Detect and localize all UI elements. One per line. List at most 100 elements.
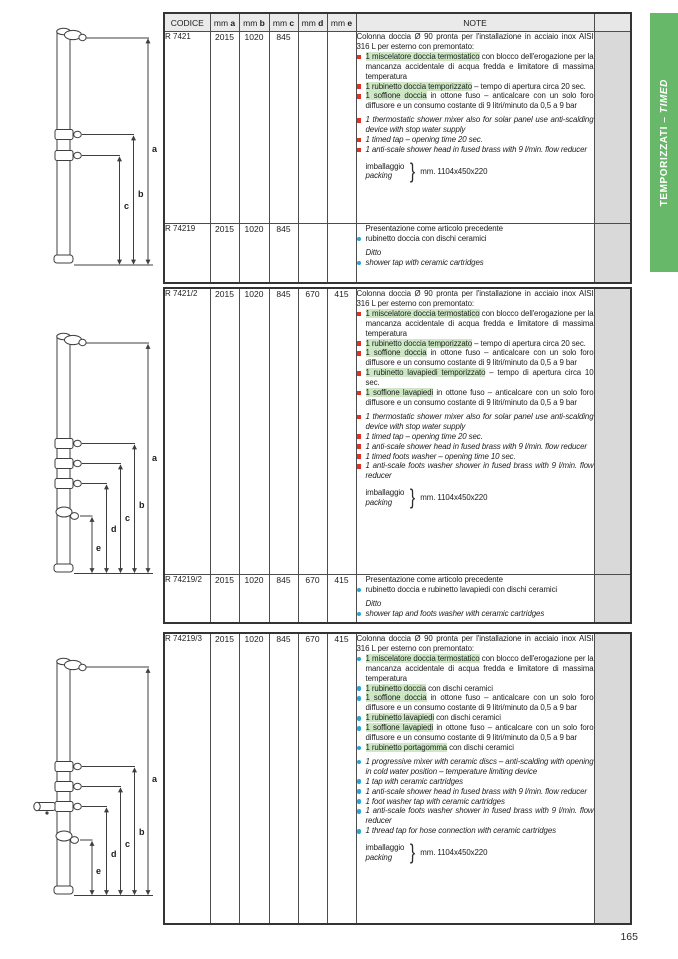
square-bullet-icon <box>357 454 362 459</box>
highlighted-text: 1 rubinetto doccia temporizzato <box>365 338 473 348</box>
table-row: R 74219/3 2015 1020 845 670 415 Colonna doccia… <box>163 632 632 925</box>
dim-label-a: a <box>152 774 158 784</box>
highlighted-text: 1 rubinetto doccia <box>365 683 426 693</box>
product-code-cell: R 74219 <box>163 223 211 284</box>
note-content: Presentazione come articolo precedente ru… <box>357 575 593 619</box>
square-bullet-icon <box>357 341 362 346</box>
square-bullet-icon <box>357 147 362 153</box>
page-number: 165 <box>620 931 638 943</box>
note-list-item: 1 progressive mixer with ceramic discs –… <box>357 757 593 777</box>
dimension-cell-a: 2015 <box>209 31 240 224</box>
note-text-line: Presentazione come articolo precedente <box>365 575 504 584</box>
table-row: R 7421 2015 1020 845 Colonna doccia Ø 90 pro… <box>163 31 632 224</box>
dimension-cell-b: 1020 <box>238 632 270 925</box>
dimension-cell-e: 415 <box>326 574 357 624</box>
dot-bullet-icon <box>357 809 362 814</box>
column-header-letter: e <box>347 17 353 28</box>
note-list-item: 1 tap with ceramic cartridges <box>357 777 593 787</box>
catalog-table: R 74219/3 2015 1020 845 670 415 Colonna doccia… <box>163 632 632 925</box>
column-header-codice: CODICE <box>163 12 211 32</box>
catalog-table: CODICE mm a mm b mm c mm d mm e NOTE R 7421 2015… <box>163 12 632 284</box>
note-text-line: Ditto <box>365 598 382 608</box>
dim-label-d: d <box>111 524 117 534</box>
note-list-item: 1 anti-scale foots washer shower in fuse… <box>357 461 593 481</box>
dim-label-d: d <box>111 849 117 859</box>
packing-label-italian: imballaggio <box>365 161 405 171</box>
column-header-mm-e: mm e <box>326 12 357 32</box>
note-list-item: 1 thermostatic shower mixer also for sol… <box>357 115 593 135</box>
packing-size: mm. 1104x450x220 <box>420 847 488 857</box>
note-list-item: 1 soffione doccia in ottone fuso – antic… <box>357 693 593 713</box>
packing-label-english: packing <box>365 497 393 507</box>
note-list-item: 1 anti-scale shower head in fused brass … <box>357 787 593 797</box>
dimension-cell-d <box>297 223 328 284</box>
note-cell: Presentazione come articolo precedente ru… <box>355 223 595 284</box>
note-text-line: Colonna doccia Ø 90 pronta per l'install… <box>356 32 594 51</box>
table-body: R 7421 2015 1020 845 Colonna doccia Ø 90 pro… <box>163 31 632 284</box>
dimension-cell-b: 1020 <box>238 31 270 224</box>
empty-gray-cell <box>593 632 632 925</box>
square-bullet-icon <box>357 444 362 449</box>
dot-bullet-icon <box>357 611 362 617</box>
table-header: CODICE mm a mm b mm c mm d mm e NOTE <box>163 12 632 32</box>
dot-bullet-icon <box>357 686 362 691</box>
note-list-item: 1 miscelatore doccia termostatico con bl… <box>357 653 593 684</box>
highlighted-text: 1 rubinetto lavapiedi temporizzato <box>365 368 486 378</box>
dim-label-c: c <box>124 201 129 211</box>
square-bullet-icon <box>357 464 362 469</box>
dimension-cell-d: 670 <box>297 632 328 925</box>
square-bullet-icon <box>357 54 362 60</box>
dim-label-b: b <box>139 827 145 837</box>
note-list-item: 1 thermostatic shower mixer also for sol… <box>357 412 593 432</box>
dimension-cell-b: 1020 <box>238 287 270 575</box>
dimension-cell-c: 845 <box>268 632 299 925</box>
dimension-cell-e: 415 <box>326 287 357 575</box>
brace-glyph: } <box>410 840 416 864</box>
highlighted-text: 1 miscelatore doccia termostatico <box>365 653 480 663</box>
dot-bullet-icon <box>357 260 362 266</box>
column-header-mm-c: mm c <box>268 12 299 32</box>
product-table-section-3: R 74219/3 2015 1020 845 670 415 Colonna doccia… <box>163 632 632 925</box>
dot-bullet-icon <box>357 716 362 721</box>
packing-label-english: packing <box>365 171 393 181</box>
product-code-cell: R 7421/2 <box>163 287 211 575</box>
packing-size: mm. 1104x450x220 <box>420 166 488 176</box>
note-list-item: 1 rubinetto lavapiedi con dischi ceramic… <box>357 713 593 723</box>
column-header-mm-b: mm b <box>238 12 270 32</box>
note-list-item: 1 rubinetto doccia temporizzato – tempo … <box>357 338 593 349</box>
table-row: R 74219/2 2015 1020 845 670 415 Presentazione … <box>163 574 632 624</box>
shower-column-drawing-2: a b c d e <box>53 332 158 574</box>
note-list-item: 1 anti-scale shower head in fused brass … <box>357 145 593 155</box>
square-bullet-icon <box>357 390 362 396</box>
note-list-item: rubinetto doccia con dischi ceramici <box>357 234 593 244</box>
note-list-item: 1 miscelatore doccia termostatico con bl… <box>357 51 593 82</box>
highlighted-text: 1 miscelatore doccia termostatico <box>365 51 480 61</box>
dot-bullet-icon <box>357 587 362 593</box>
note-list-item: shower tap and foots washer with ceramic… <box>357 609 593 619</box>
dot-bullet-icon <box>357 759 362 765</box>
packing-label-italian: imballaggio <box>365 843 405 853</box>
note-content: Presentazione come articolo precedente ru… <box>357 224 593 267</box>
note-list-item: 1 soffione lavapiedi in ottone fuso – an… <box>357 388 593 408</box>
product-table-section-1: CODICE mm a mm b mm c mm d mm e NOTE R 7421 2015… <box>163 12 632 284</box>
column-header-mm-a: mm a <box>209 12 240 32</box>
dimension-cell-e <box>326 31 357 224</box>
note-text-line: Colonna doccia Ø 90 pronta per l'install… <box>356 634 594 653</box>
note-cell: Colonna doccia Ø 90 pronta per l'install… <box>355 287 595 575</box>
note-cell: Colonna doccia Ø 90 pronta per l'install… <box>355 31 595 224</box>
timed-banner: TEMPORIZZATI – TIMED <box>650 13 678 272</box>
empty-gray-cell <box>593 287 632 575</box>
note-list-item: 1 timed tap – opening time 20 sec. <box>357 135 593 145</box>
square-bullet-icon <box>357 311 362 317</box>
note-list-item: 1 rubinetto portagomma con dischi cerami… <box>357 742 593 753</box>
note-list-item: 1 thread tap for hose connection with ce… <box>357 826 593 836</box>
product-code-cell: R 7421 <box>163 31 211 224</box>
note-text-line: Colonna doccia Ø 90 pronta per l'install… <box>356 289 594 308</box>
note-list-item: 1 rubinetto lavapiedi temporizzato – tem… <box>357 368 593 388</box>
dimension-cell-d <box>297 31 328 224</box>
empty-gray-cell <box>593 31 632 224</box>
dot-bullet-icon <box>357 656 362 662</box>
dimension-cell-c: 845 <box>268 287 299 575</box>
packing-block: imballaggio packing} mm. 1104x450x220 <box>365 161 594 182</box>
note-content: Colonna doccia Ø 90 pronta per l'install… <box>356 289 594 508</box>
